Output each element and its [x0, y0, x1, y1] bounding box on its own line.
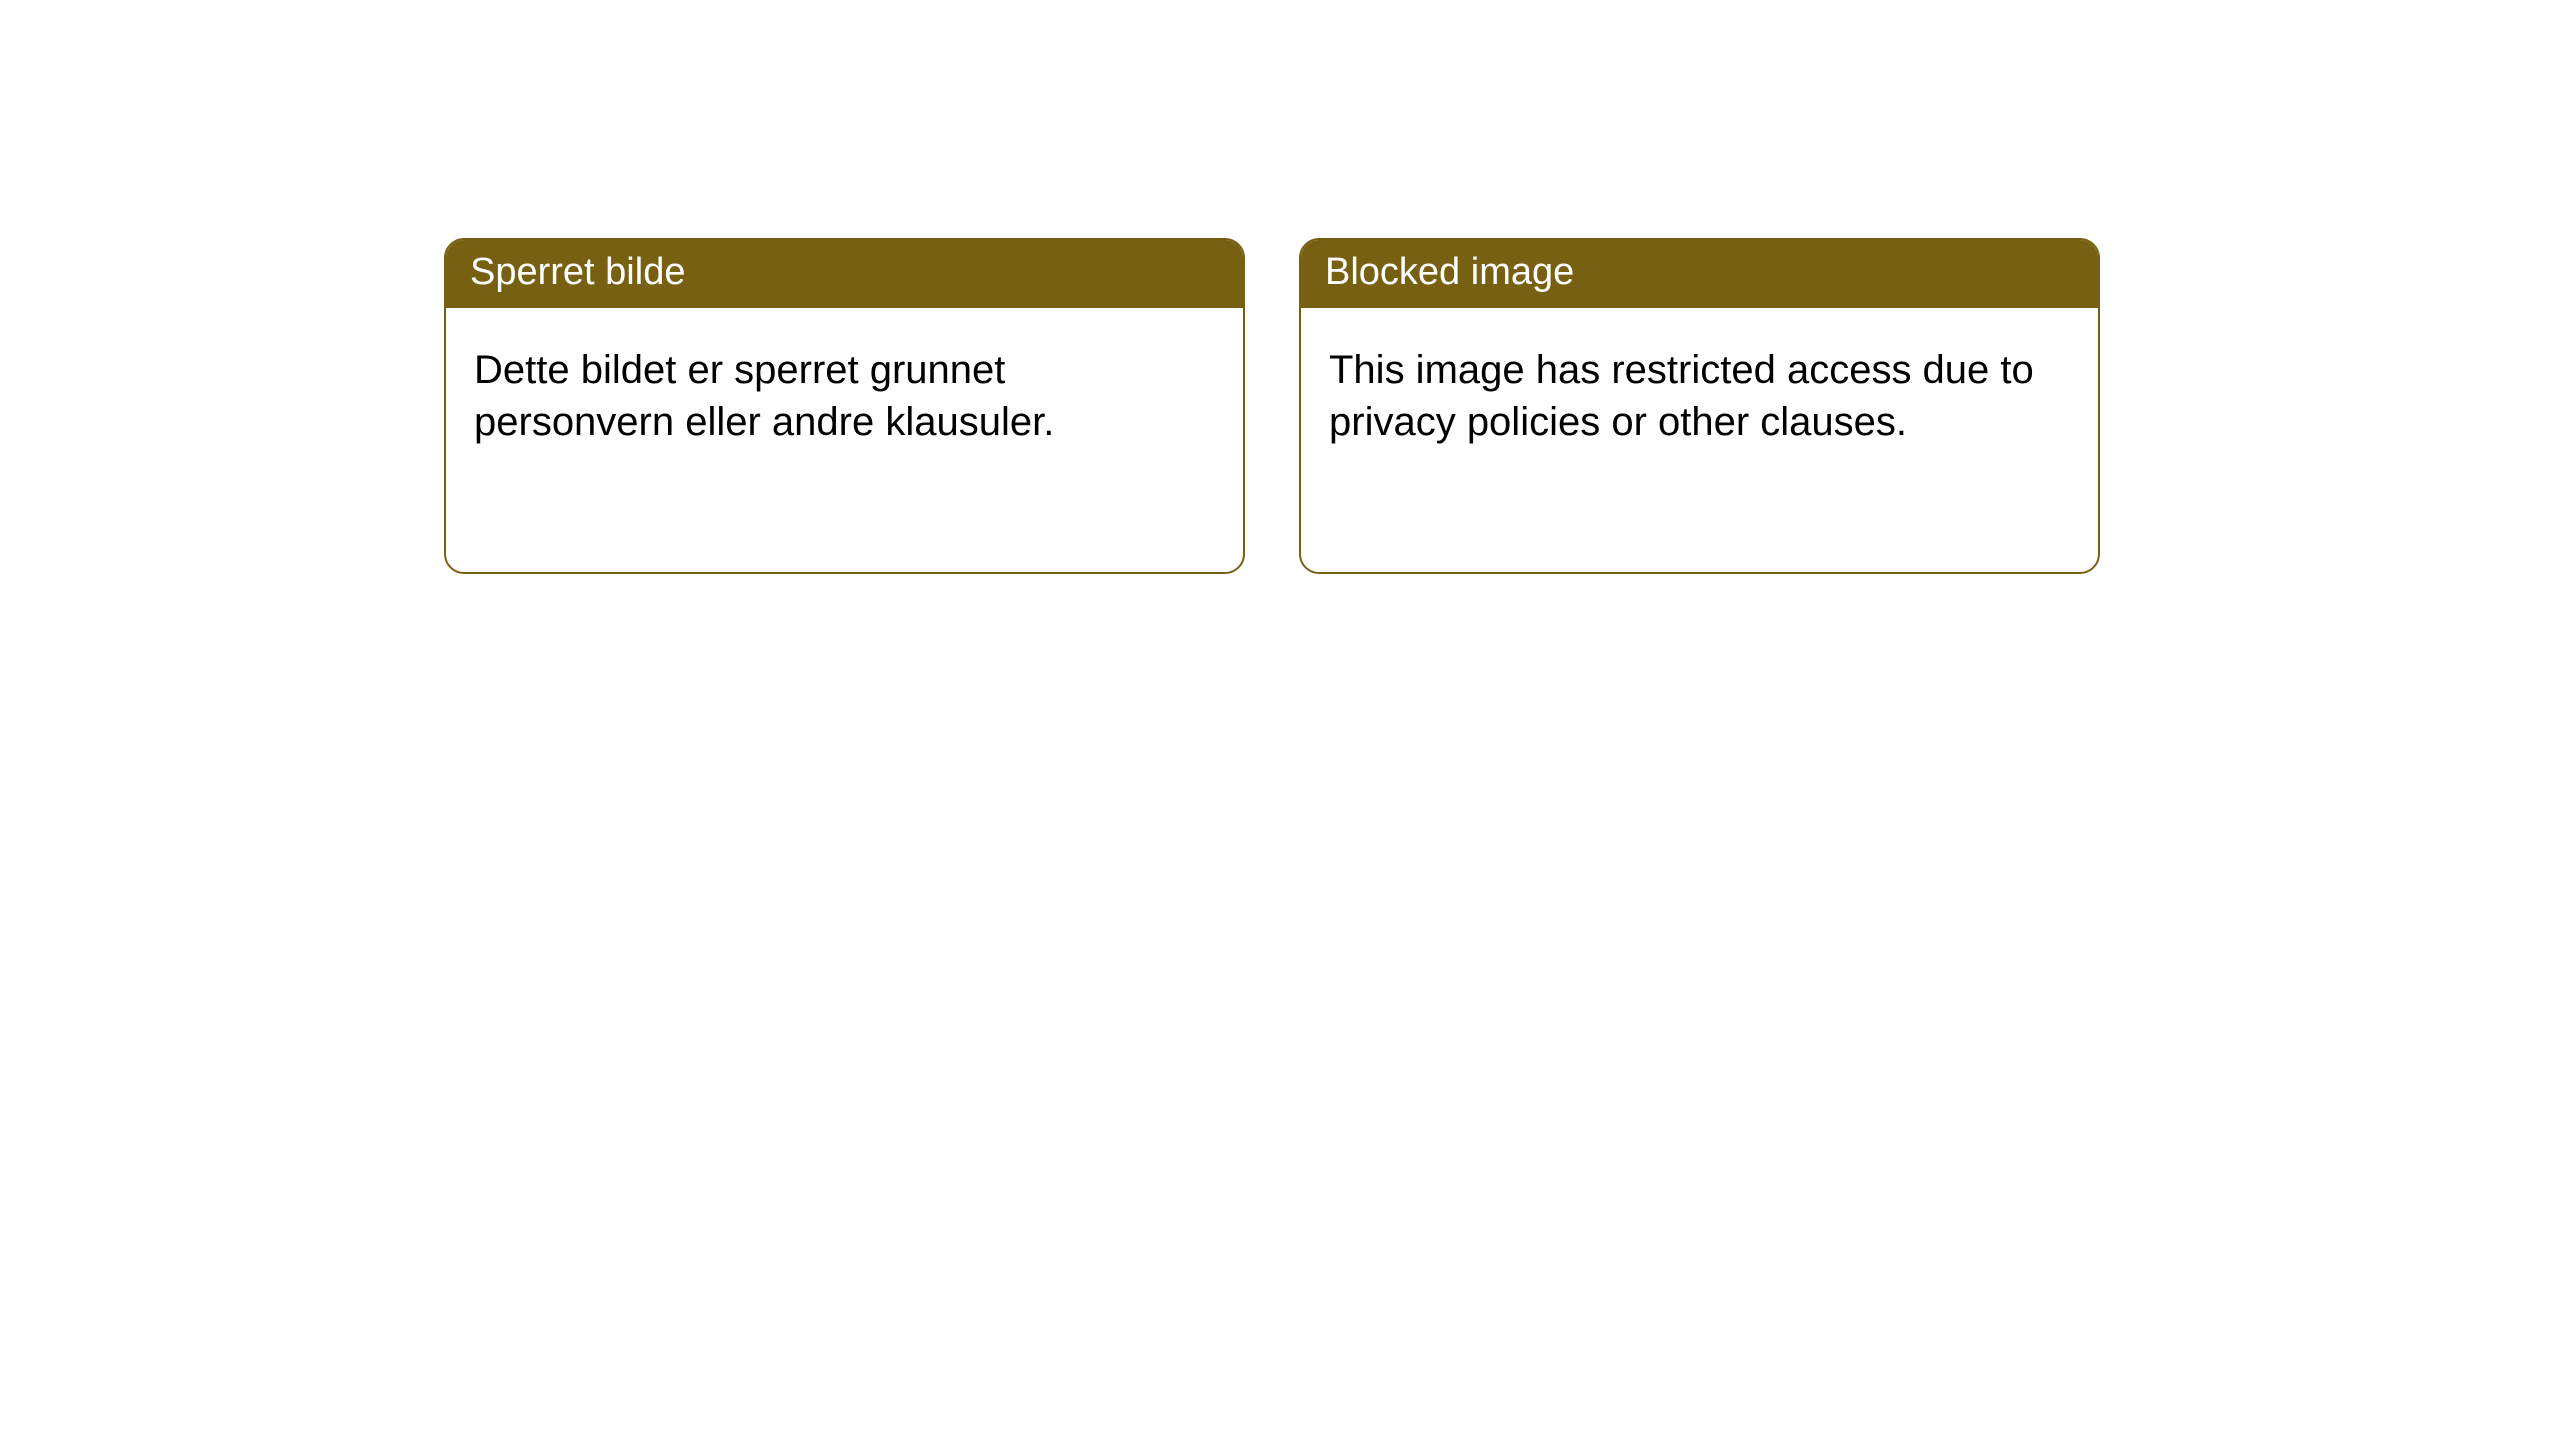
- notice-body: Dette bildet er sperret grunnet personve…: [446, 308, 1243, 476]
- notice-title: Sperret bilde: [446, 240, 1243, 308]
- notice-container: Sperret bilde Dette bildet er sperret gr…: [0, 0, 2560, 574]
- notice-card-norwegian: Sperret bilde Dette bildet er sperret gr…: [444, 238, 1245, 574]
- notice-title: Blocked image: [1301, 240, 2098, 308]
- notice-card-english: Blocked image This image has restricted …: [1299, 238, 2100, 574]
- notice-body: This image has restricted access due to …: [1301, 308, 2098, 476]
